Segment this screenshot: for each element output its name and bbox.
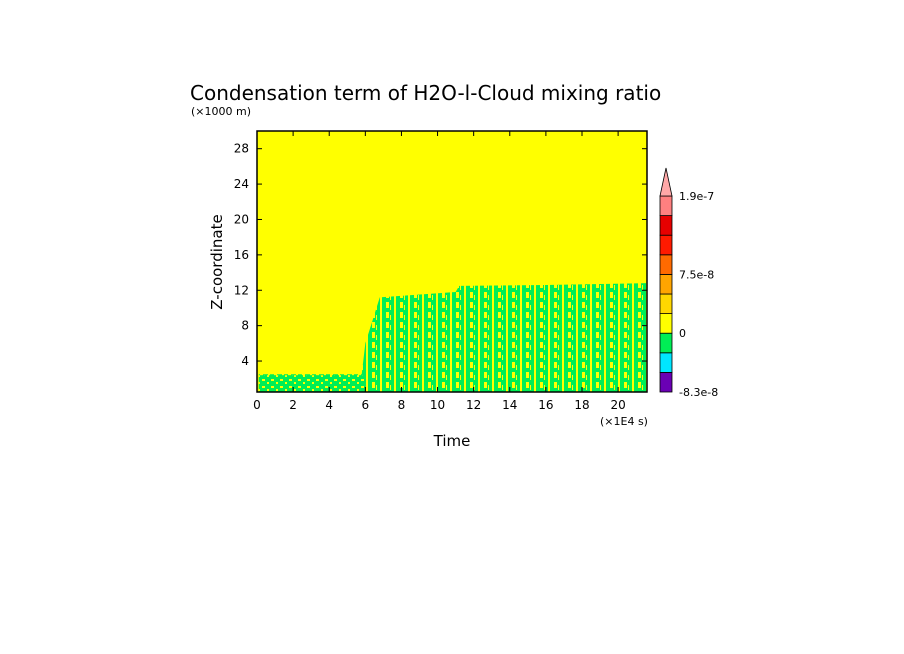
cloud-layer: [258, 283, 647, 392]
y-tick-label: 24: [234, 177, 249, 191]
x-tick-label: 16: [538, 398, 553, 412]
y-tick-label: 4: [241, 354, 249, 368]
colorbar: 1.9e-7 7.5e-8 0 -8.3e-8: [659, 167, 718, 399]
x-tick-label: 2: [289, 398, 297, 412]
y-unit-label: (×1000 m): [191, 105, 251, 118]
x-axis: 0 2 4 6 8 10 12 14 16 18 20: [253, 131, 626, 412]
colorbar-segment: [659, 234, 673, 256]
y-tick-label: 28: [234, 142, 249, 156]
colorbar-segment: [659, 215, 673, 236]
chart-title: Condensation term of H2O-l-Cloud mixing …: [190, 81, 661, 105]
colorbar-segment: [659, 352, 673, 373]
colorbar-label: -8.3e-8: [679, 386, 718, 399]
x-tick-label: 20: [610, 398, 625, 412]
x-tick-label: 10: [430, 398, 445, 412]
plot-area: [257, 131, 647, 392]
colorbar-segment: [659, 293, 673, 315]
x-tick-label: 0: [253, 398, 261, 412]
y-tick-label: 16: [234, 248, 249, 262]
colorbar-label: 0: [679, 327, 686, 340]
colorbar-label: 7.5e-8: [679, 268, 714, 281]
shallow-cloud-layer: [258, 375, 366, 392]
colorbar-segment: [659, 371, 673, 393]
cloud-region: [258, 283, 647, 392]
x-tick-label: 6: [362, 398, 370, 412]
colorbar-label: 1.9e-7: [679, 190, 714, 203]
colorbar-over-arrow: [659, 167, 673, 197]
y-axis-label: Z-coordinate: [208, 214, 226, 309]
x-tick-label: 14: [502, 398, 517, 412]
colorbar-segment: [659, 273, 673, 295]
x-axis-label: Time: [433, 432, 471, 450]
plot-frame: [256, 130, 648, 393]
y-tick-label: 20: [234, 212, 249, 226]
x-tick-label: 4: [325, 398, 333, 412]
y-tick-label: 12: [234, 283, 249, 297]
y-tick-label: 8: [241, 319, 249, 333]
x-tick-label: 18: [574, 398, 589, 412]
x-tick-label: 12: [466, 398, 481, 412]
colorbar-segment: [659, 195, 673, 217]
colorbar-segment: [659, 254, 673, 275]
y-axis: 4 8 12 16 20 24 28: [234, 142, 647, 368]
colorbar-segment: [659, 332, 673, 354]
x-tick-label: 8: [398, 398, 406, 412]
x-axis-unit: (×1E4 s): [600, 415, 648, 428]
colorbar-segment: [659, 313, 673, 334]
